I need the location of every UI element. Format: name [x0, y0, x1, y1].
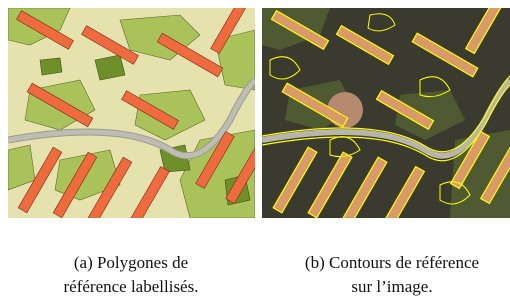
panel-b-image — [262, 0, 510, 223]
caption-b-line-2: sur l’image. — [351, 277, 432, 296]
panel-a-image — [8, 0, 264, 223]
figure: (a) Polygones de référence labellisés. (… — [0, 0, 510, 302]
caption-b-line-1: (b) Contours de référence — [305, 253, 479, 272]
caption-a-line-2: référence labellisés. — [64, 277, 199, 296]
caption-a-line-1: (a) Polygones de — [74, 253, 188, 272]
page: (a) Polygones de référence labellisés. (… — [0, 0, 510, 302]
